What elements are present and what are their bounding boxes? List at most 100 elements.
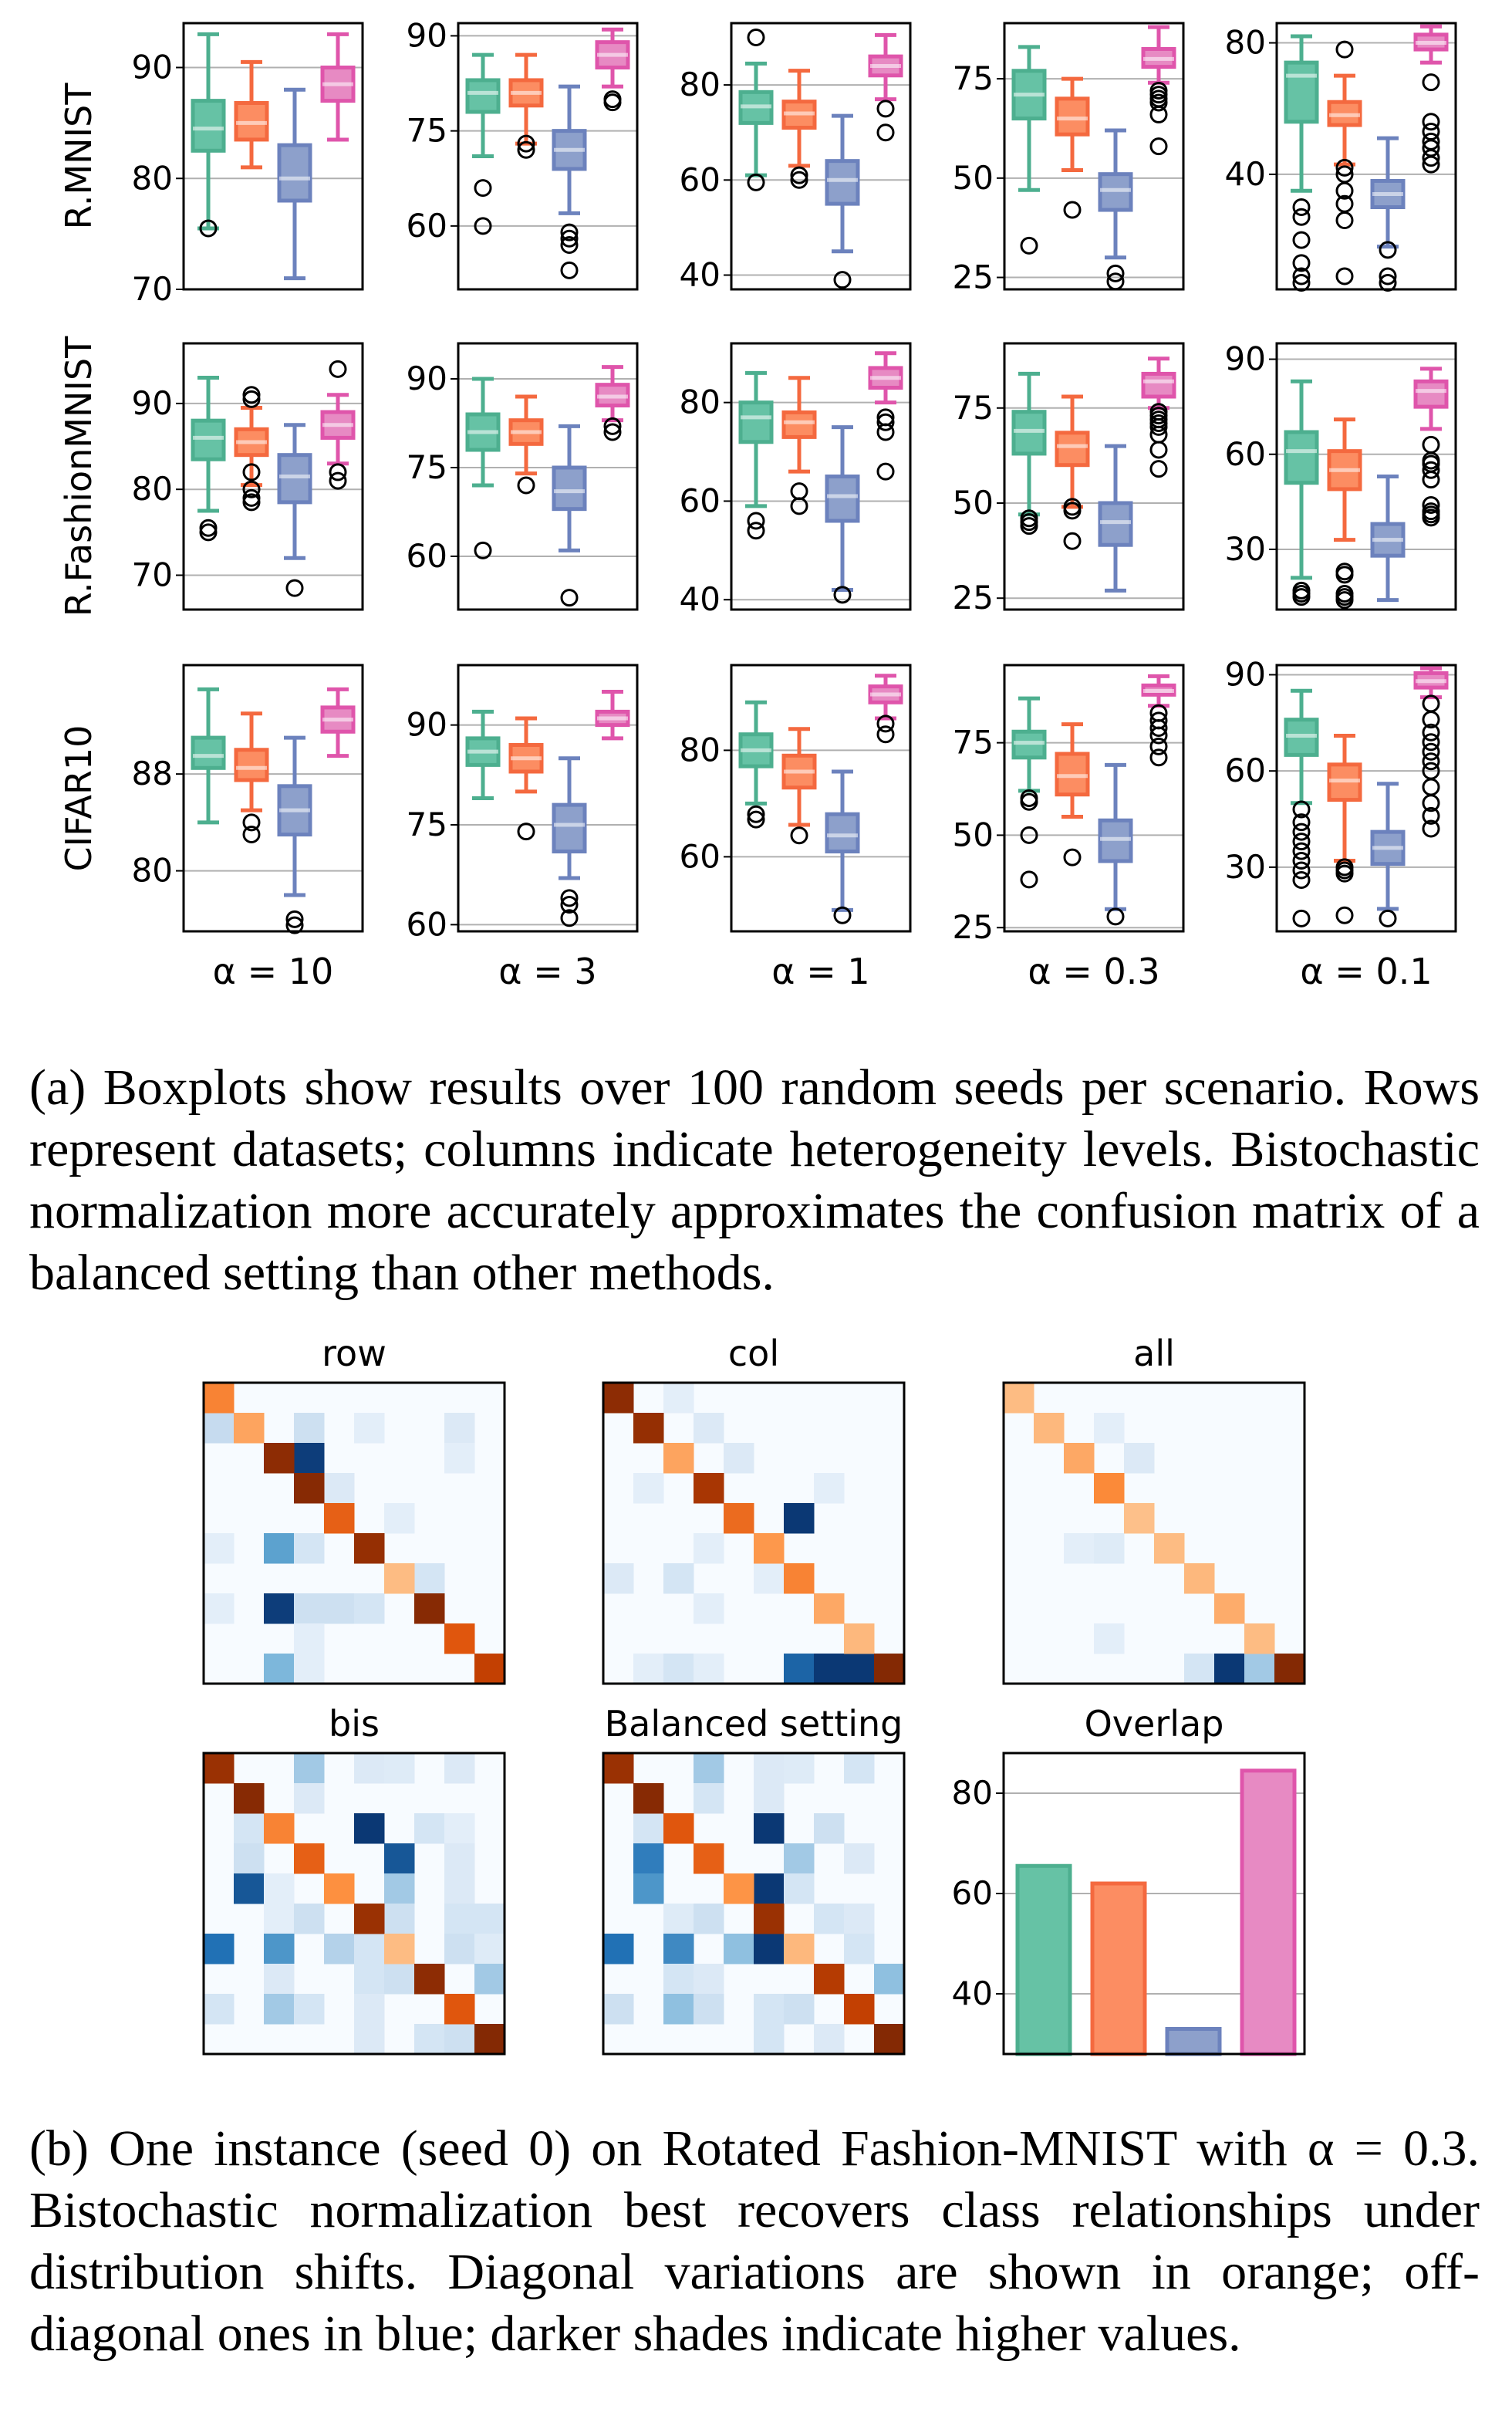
box-bis — [1141, 674, 1176, 767]
heatmap-cell-offdiag — [633, 1813, 664, 1844]
flier — [1422, 471, 1440, 489]
flier — [1020, 789, 1038, 807]
y-tick-label: 70 — [132, 270, 173, 308]
y-tick-label: 80 — [1225, 24, 1266, 62]
flier — [242, 463, 261, 481]
flier — [474, 217, 492, 235]
flier — [876, 462, 895, 481]
plot-frame — [1003, 22, 1185, 291]
flier — [1422, 149, 1440, 167]
box-col — [234, 59, 269, 170]
heatmap-cell-offdiag — [1184, 1654, 1215, 1684]
flier — [747, 805, 765, 823]
heatmap-title: all — [1133, 1333, 1175, 1374]
flier — [876, 123, 895, 142]
heatmap-cell-offdiag — [204, 1533, 235, 1564]
flier — [1149, 718, 1168, 737]
y-tick-label: 90 — [407, 16, 447, 54]
heatmap-cell-offdiag — [814, 1473, 845, 1504]
heatmap-cell-offdiag — [294, 1623, 325, 1654]
heatmap-cell-offdiag — [1094, 1413, 1125, 1444]
heatmap-cell-offdiag — [844, 1904, 875, 1934]
heatmap-cell-diag — [324, 1503, 355, 1534]
heatmap-cell-diag — [414, 1593, 445, 1624]
boxplot-panel-r2c3: 25 50 75 — [953, 664, 1185, 946]
heatmap-cell-offdiag — [354, 1413, 385, 1444]
flier — [560, 896, 579, 914]
flier — [747, 810, 765, 829]
heatmap-cell-offdiag — [754, 2024, 785, 2055]
heatmap-cell-offdiag — [663, 1994, 694, 2025]
heatmap-cell-offdiag — [694, 1533, 724, 1564]
flier — [1422, 733, 1440, 752]
heatmap-cell-offdiag — [694, 1413, 724, 1444]
heatmap-cell-offdiag — [694, 1654, 724, 1684]
heatmap-cell-offdiag — [444, 1443, 475, 1474]
flier — [329, 471, 347, 490]
flier — [1292, 208, 1311, 226]
heatmap-cell-offdiag — [384, 1753, 415, 1784]
box-all — [1370, 782, 1406, 927]
flier — [603, 423, 622, 441]
heatmap-cell-offdiag — [474, 1904, 505, 1934]
flier — [242, 813, 261, 832]
plot-frame — [182, 664, 364, 933]
heatmap-cell-offdiag — [784, 1994, 815, 2025]
flier — [1335, 267, 1354, 285]
box-row — [1011, 696, 1047, 889]
flier — [1292, 852, 1311, 870]
heatmap-cell-offdiag — [204, 1413, 235, 1444]
heatmap-cell-offdiag — [234, 1873, 265, 1904]
overlap-bar-all — [1165, 2027, 1222, 2056]
heatmap-cell-diag — [444, 1623, 475, 1654]
box-bis — [868, 351, 903, 481]
flier — [603, 93, 622, 112]
box-all — [277, 87, 312, 281]
y-tick-label: 25 — [953, 258, 994, 296]
flier — [560, 229, 579, 248]
y-tick-label: 90 — [407, 360, 447, 397]
heatmap-frame — [202, 1381, 506, 1685]
flier — [1422, 742, 1440, 761]
box-col — [234, 711, 269, 844]
heatmap-cell-diag — [874, 2024, 905, 2055]
heatmap-cell-offdiag — [724, 1934, 754, 1964]
heatmap-cell-offdiag — [264, 1533, 295, 1564]
box-bis — [320, 360, 356, 490]
overlap-title: Overlap — [1085, 1703, 1224, 1745]
heatmap-cell-offdiag — [1124, 1443, 1155, 1474]
box-bis — [595, 690, 630, 741]
heatmap-frame — [602, 1752, 906, 2056]
flier — [1149, 105, 1168, 123]
heatmap-cell-offdiag — [354, 2024, 385, 2055]
y-tick-label: 50 — [953, 159, 994, 197]
heatmap-cell-diag — [264, 1443, 295, 1474]
plot-frame — [1003, 664, 1185, 933]
y-tick-label: 60 — [407, 905, 447, 943]
heatmap-cell-offdiag — [784, 1654, 815, 1684]
heatmap-cell-offdiag — [324, 1593, 355, 1624]
flier — [1422, 495, 1440, 514]
heatmap-cell-offdiag — [663, 1934, 694, 1964]
box-all — [552, 84, 587, 279]
box-all — [1370, 475, 1406, 603]
heatmap-cell-offdiag — [294, 1783, 325, 1814]
box-all — [1098, 128, 1133, 291]
flier — [1020, 236, 1038, 255]
boxplot-panel-r1c2: 40 60 80 — [680, 342, 912, 618]
heatmap-cell-offdiag — [234, 1813, 265, 1844]
boxplot-panel-r1c3: 25 50 75 — [953, 342, 1185, 617]
plot-frame — [730, 664, 912, 933]
box-bis — [320, 687, 356, 758]
box-all — [1098, 444, 1133, 593]
y-tick-label: 90 — [407, 706, 447, 744]
heatmap-cell-offdiag — [444, 1843, 475, 1874]
boxplot-panel-r1c4: 30 60 90 — [1225, 340, 1457, 611]
box-col — [1055, 76, 1090, 219]
column-label: α = 10 — [213, 951, 334, 992]
heatmap-cell-diag — [1274, 1654, 1305, 1684]
heatmap-cell-offdiag — [1064, 1533, 1095, 1564]
heatmap-cell-diag — [204, 1383, 235, 1414]
boxplot-panel-r2c1: 60 75 90 — [407, 664, 639, 943]
heatmap-cell-diag — [264, 1813, 295, 1844]
